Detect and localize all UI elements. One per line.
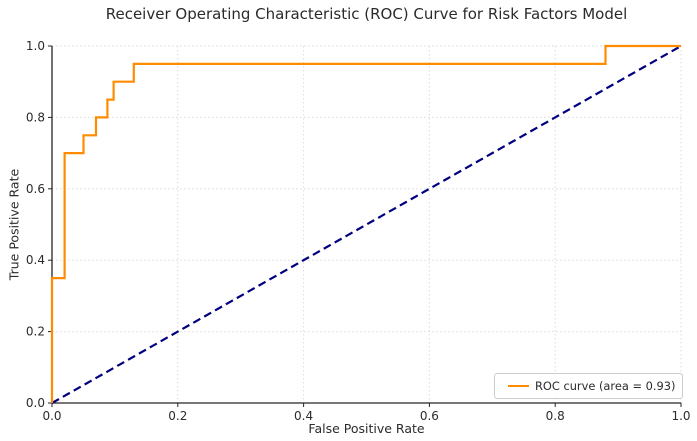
x-tick-label: 0.0 xyxy=(42,409,61,423)
x-tick-label: 0.4 xyxy=(294,409,313,423)
roc-curve-line xyxy=(50,44,681,403)
y-tick-label: 0.8 xyxy=(26,110,45,124)
chart-title: Receiver Operating Characteristic (ROC) … xyxy=(105,5,628,23)
x-tick-label: 0.8 xyxy=(546,409,565,423)
y-tick-label: 1.0 xyxy=(26,39,45,53)
legend-label: ROC curve (area = 0.93) xyxy=(535,379,676,393)
y-tick-label: 0.0 xyxy=(26,396,45,410)
y-tick-label: 0.6 xyxy=(26,182,45,196)
y-tick-label: 0.2 xyxy=(26,325,45,339)
x-tick-label: 0.2 xyxy=(168,409,187,423)
y-tick-label: 0.4 xyxy=(26,253,45,267)
x-tick-label: 0.6 xyxy=(420,409,439,423)
x-axis-label: False Positive Rate xyxy=(308,421,425,436)
legend-line-swatch xyxy=(508,384,529,388)
x-tick-label: 1.0 xyxy=(671,409,690,423)
legend: ROC curve (area = 0.93) xyxy=(494,373,684,399)
chance-diagonal-line xyxy=(51,45,682,404)
y-axis-label: True Positive Rate xyxy=(6,168,22,281)
